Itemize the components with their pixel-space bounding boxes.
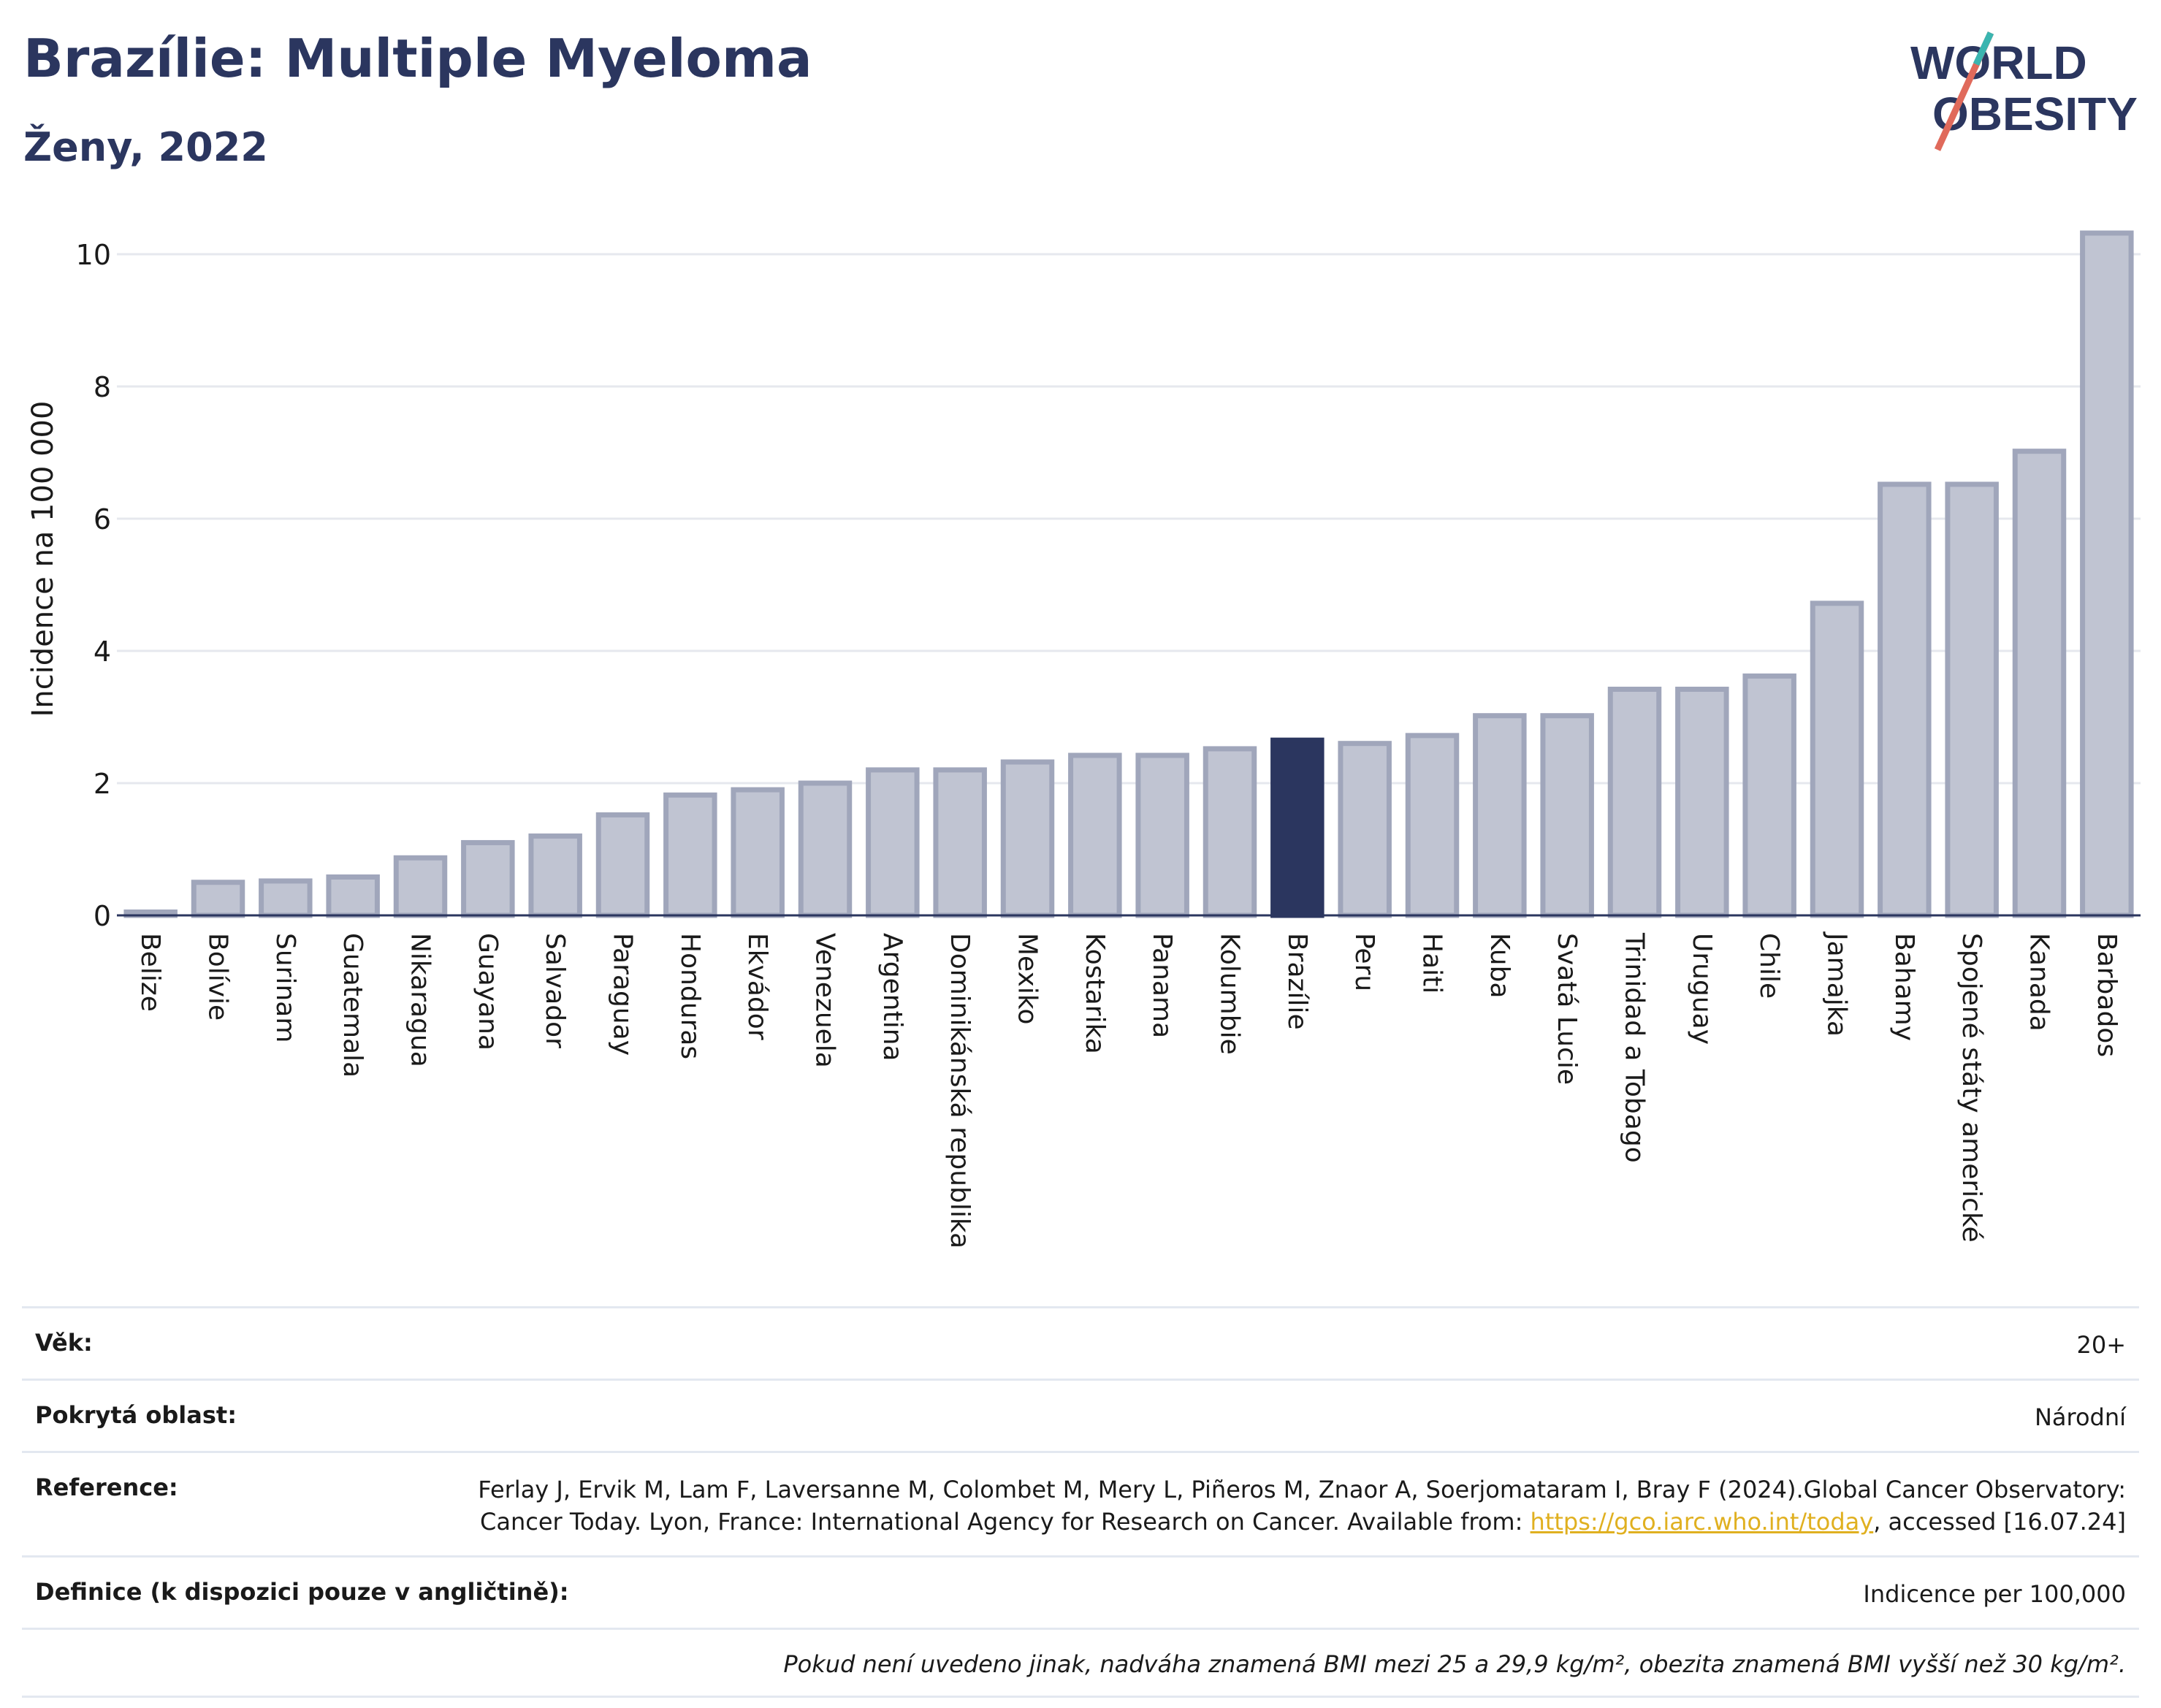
bar <box>191 880 245 918</box>
x-tick-label: Bahamy <box>1889 933 1919 1041</box>
bar <box>866 767 920 918</box>
x-tick-labels: Belize Bolívie Surinam Guatemala Nikaragua Gu… <box>135 931 2122 1248</box>
reference-text: Ferlay J, Ervik M, Lam F, Laversanne M, … <box>478 1476 2126 1536</box>
age-label: Věk: <box>35 1329 93 1357</box>
page-subtitle: Ženy, 2022 <box>23 124 268 170</box>
bar <box>798 780 853 918</box>
reference-accessed: , accessed [16.07.24] <box>1873 1508 2126 1536</box>
info-row-note: Pokud není uvedeno jinak, nadváha znamen… <box>22 1628 2139 1698</box>
y-tick-label: 4 <box>94 636 111 668</box>
x-tick-label: Barbados <box>2092 933 2122 1057</box>
x-tick-label: Kolumbie <box>1215 933 1245 1055</box>
x-tick-label: Kuba <box>1485 933 1514 999</box>
definition-value: Indicence per 100,000 <box>1863 1580 2126 1608</box>
x-tick-label: Mexiko <box>1013 933 1043 1024</box>
x-tick-label: Argentina <box>877 933 907 1061</box>
reference-link[interactable]: https://gco.iarc.who.int/today <box>1530 1508 1874 1536</box>
bar <box>1473 713 1527 918</box>
y-tick-labels: 0 2 4 6 8 10 <box>76 239 111 932</box>
x-tick-label: Brazílie <box>1282 933 1312 1030</box>
bar <box>2012 449 2067 918</box>
x-tick-label: Nikaragua <box>405 933 435 1067</box>
bar <box>731 787 785 918</box>
y-tick-label: 2 <box>94 768 111 800</box>
bar <box>1945 481 1999 918</box>
info-table: Věk: 20+ Pokrytá oblast: Národní Referen… <box>22 1306 2139 1698</box>
x-tick-label: Ekvádor <box>742 933 772 1040</box>
bar <box>663 792 717 918</box>
page-title: Brazílie: Multiple Myeloma <box>23 28 812 89</box>
bar <box>1540 713 1594 918</box>
x-tick-label: Venezuela <box>810 933 840 1068</box>
info-row-definition: Definice (k dispozici pouze v angličtině… <box>22 1555 2139 1628</box>
logo-line2: OBESITY <box>1932 88 2138 140</box>
y-tick-label: 0 <box>94 900 111 932</box>
x-tick-label: Honduras <box>675 933 705 1059</box>
x-tick-label: Guatemala <box>338 933 367 1078</box>
x-tick-label: Panama <box>1147 933 1177 1038</box>
x-tick-label: Dominikánská republika <box>945 933 975 1248</box>
y-axis-label: Incidence na 100 000 <box>26 401 60 717</box>
x-tick-label: Jamajka <box>1822 931 1852 1037</box>
bar <box>1135 752 1189 918</box>
x-tick-label: Spojené státy americké <box>1956 933 1986 1243</box>
reference-value: Ferlay J, Ervik M, Lam F, Laversanne M, … <box>446 1473 2126 1538</box>
bar <box>595 812 650 918</box>
bar <box>1810 601 1864 918</box>
bar <box>1607 686 1662 918</box>
bmi-note: Pokud není uvedeno jinak, nadváha znamen… <box>783 1650 2126 1678</box>
bar <box>1405 733 1460 918</box>
x-tick-label: Trinidad a Tobago <box>1620 932 1650 1163</box>
bar <box>1878 481 1932 918</box>
info-row-age: Věk: 20+ <box>22 1306 2139 1379</box>
bar <box>1338 741 1392 918</box>
bar <box>528 833 582 918</box>
y-tick-label: 8 <box>94 371 111 403</box>
definition-label: Definice (k dispozici pouze v angličtině… <box>35 1578 569 1606</box>
x-tick-label: Kanada <box>2024 933 2054 1032</box>
info-row-reference: Reference: Ferlay J, Ervik M, Lam F, Lav… <box>22 1451 2139 1555</box>
bar <box>326 874 380 918</box>
x-tick-label: Bolívie <box>203 933 233 1021</box>
bar <box>259 878 313 918</box>
y-tick-label: 6 <box>94 503 111 535</box>
x-tick-label: Salvador <box>540 933 570 1048</box>
bar <box>2080 230 2134 918</box>
bar <box>1068 752 1122 918</box>
age-value: 20+ <box>2076 1331 2126 1359</box>
bar <box>1742 673 1796 918</box>
x-tick-label: Haiti <box>1417 933 1447 994</box>
y-tick-label: 10 <box>76 239 111 271</box>
x-tick-label: Belize <box>135 933 165 1012</box>
bar <box>933 767 987 918</box>
reference-label: Reference: <box>35 1473 178 1501</box>
area-label: Pokrytá oblast: <box>35 1401 237 1429</box>
bar <box>1203 746 1257 918</box>
x-tick-label: Uruguay <box>1687 933 1717 1045</box>
x-tick-label: Guayana <box>473 933 503 1051</box>
bars <box>123 230 2134 918</box>
info-row-area: Pokrytá oblast: Národní <box>22 1379 2139 1451</box>
logo-line1: WORLD <box>1910 37 2087 89</box>
bar <box>1000 759 1055 918</box>
logo-slash-accent-icon <box>1973 31 1994 66</box>
world-obesity-logo: WORLD OBESITY <box>1910 31 2138 151</box>
bar <box>1675 686 1729 918</box>
bar <box>393 855 448 918</box>
grid-lines <box>117 253 2141 785</box>
bar-highlight <box>1270 737 1325 918</box>
x-tick-label: Kostarika <box>1080 933 1110 1054</box>
x-tick-label: Peru <box>1349 933 1379 991</box>
bar-chart: 0 2 4 6 8 10 Belize Bolívie Surinam Guatemala Nik… <box>26 230 2141 1248</box>
x-tick-label: Chile <box>1754 933 1784 999</box>
x-tick-label: Svatá Lucie <box>1552 933 1582 1085</box>
bar <box>461 839 515 918</box>
x-tick-label: Paraguay <box>608 933 638 1056</box>
x-tick-label: Surinam <box>270 933 300 1042</box>
area-value: Národní <box>2034 1403 2126 1431</box>
